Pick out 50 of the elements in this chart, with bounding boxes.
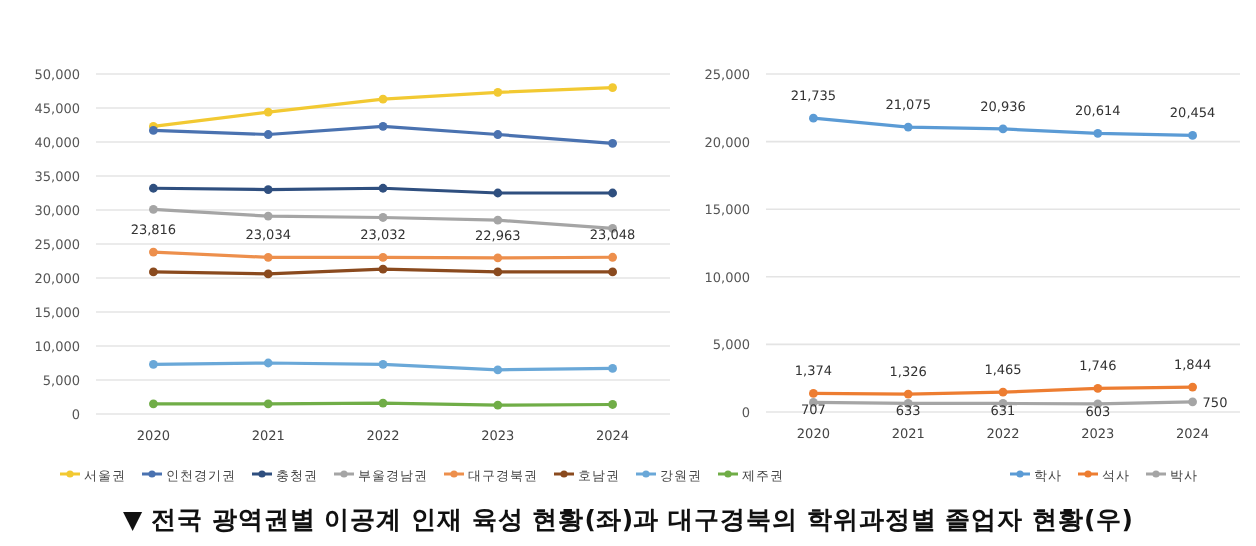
point	[1093, 383, 1103, 393]
point	[608, 400, 617, 409]
point	[608, 267, 617, 277]
point	[378, 94, 388, 104]
point	[149, 267, 158, 277]
point	[263, 211, 273, 221]
point	[608, 252, 617, 262]
point	[149, 247, 158, 257]
point	[378, 264, 388, 274]
point	[809, 389, 818, 398]
point	[378, 213, 388, 222]
point	[493, 400, 503, 410]
point	[149, 399, 158, 409]
point	[493, 87, 503, 97]
point	[263, 252, 273, 262]
point	[378, 398, 388, 408]
point	[263, 185, 273, 194]
point	[378, 183, 388, 193]
point	[608, 83, 617, 92]
point	[263, 399, 273, 409]
point	[263, 358, 273, 368]
point	[149, 126, 158, 135]
point	[998, 124, 1008, 134]
point	[608, 138, 617, 148]
point	[493, 253, 503, 263]
point	[1188, 397, 1197, 407]
point	[378, 252, 388, 262]
point	[493, 188, 503, 198]
point	[608, 188, 617, 198]
point	[378, 121, 388, 131]
point	[263, 107, 273, 117]
point	[149, 204, 158, 214]
point	[998, 387, 1008, 397]
point	[263, 130, 273, 139]
point	[378, 359, 388, 369]
point	[493, 267, 503, 277]
point	[149, 183, 158, 193]
text: ▼ 전국 광역권별 이공계 인재 육성 현황(좌)과 대구경북의 학위과정별 졸업자 현황(우)	[123, 504, 1133, 534]
point	[903, 122, 913, 132]
point	[149, 359, 158, 369]
point	[493, 130, 503, 139]
point	[809, 113, 818, 123]
point	[1188, 131, 1197, 140]
point	[1188, 382, 1197, 392]
point	[263, 269, 273, 279]
point	[903, 389, 913, 399]
point	[1093, 128, 1103, 138]
point	[493, 365, 503, 375]
point	[608, 364, 617, 373]
point	[493, 215, 503, 225]
